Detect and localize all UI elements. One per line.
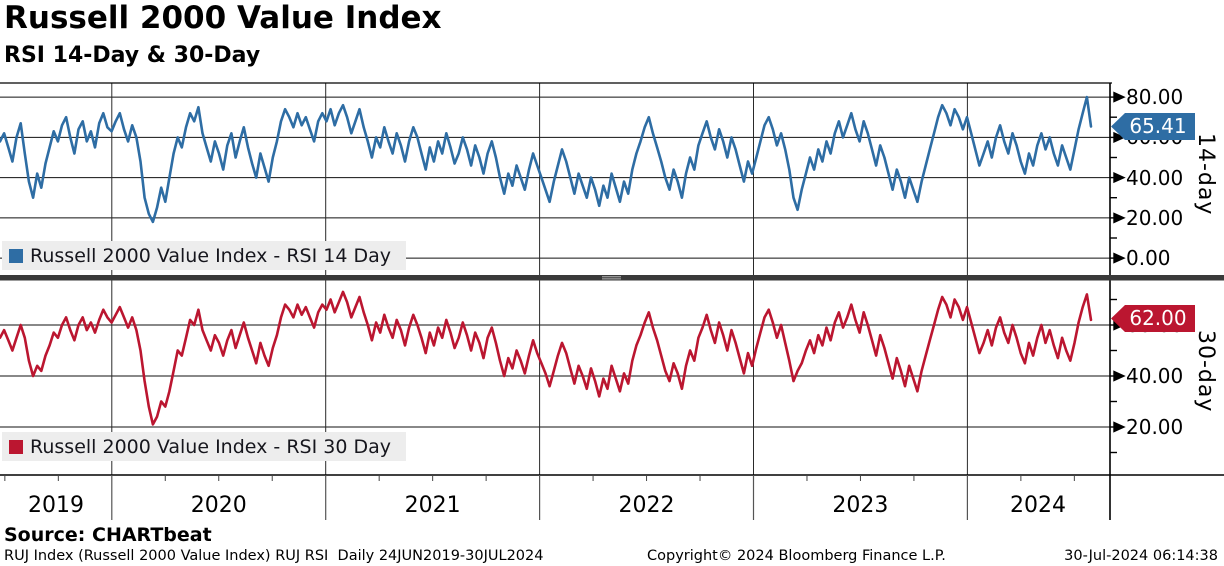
legend-swatch-14day: [9, 248, 23, 263]
legend-label: Russell 2000 Value Index - RSI 30 Day: [30, 435, 391, 458]
year-label: 2024: [1010, 493, 1066, 518]
chart-description: RUJ Index (Russell 2000 Value Index) RUJ…: [4, 548, 544, 564]
axes: [0, 82, 1224, 520]
ytick-label: 20.00: [1126, 415, 1184, 439]
year-label: 2020: [190, 493, 247, 518]
ytick-label: 80.00: [1126, 85, 1184, 109]
last-value-badge-30day: 62.00: [1111, 305, 1195, 332]
ytick-label: 40.00: [1126, 165, 1184, 190]
rsi-14-line: [0, 95, 1093, 224]
year-label: 2022: [618, 493, 675, 518]
ytick-arrows-14day: [1110, 91, 1126, 264]
ytick-label: 0.00: [1126, 246, 1171, 271]
year-label: 2021: [404, 493, 461, 518]
panel-separator[interactable]: [0, 275, 1224, 281]
separator-handle[interactable]: [602, 276, 621, 280]
timestamp: 30-Jul-2024 06:14:38: [1064, 548, 1218, 564]
year-dividers: [111, 475, 969, 520]
last-value-badge-14day: 65.41: [1111, 113, 1195, 140]
ytick-label: 20.00: [1126, 205, 1184, 230]
page-subtitle: RSI 14-Day & 30-Day: [4, 43, 261, 68]
axis-title-30day: 30-day: [1193, 330, 1218, 413]
gridlines-30day: [0, 324, 1110, 428]
legend-rsi14: Russell 2000 Value Index - RSI 14 Day: [2, 241, 406, 270]
legend-label: Russell 2000 Value Index - RSI 14 Day: [30, 244, 391, 267]
page-title: Russell 2000 Value Index: [4, 0, 442, 36]
rsi-30-line: [0, 290, 1093, 426]
copyright-notice: Copyright© 2024 Bloomberg Finance L.P.: [647, 548, 946, 564]
legend-rsi30: Russell 2000 Value Index - RSI 30 Day: [2, 432, 406, 461]
year-label: 2019: [28, 493, 84, 518]
year-label: 2023: [832, 493, 889, 518]
legend-swatch-30day: [9, 439, 23, 454]
source-label: Source: CHARTbeat: [4, 524, 212, 546]
ytick-label: 40.00: [1126, 364, 1184, 388]
quarter-ticks: [4, 475, 1075, 481]
axis-title-14day: 14-day: [1193, 133, 1218, 216]
